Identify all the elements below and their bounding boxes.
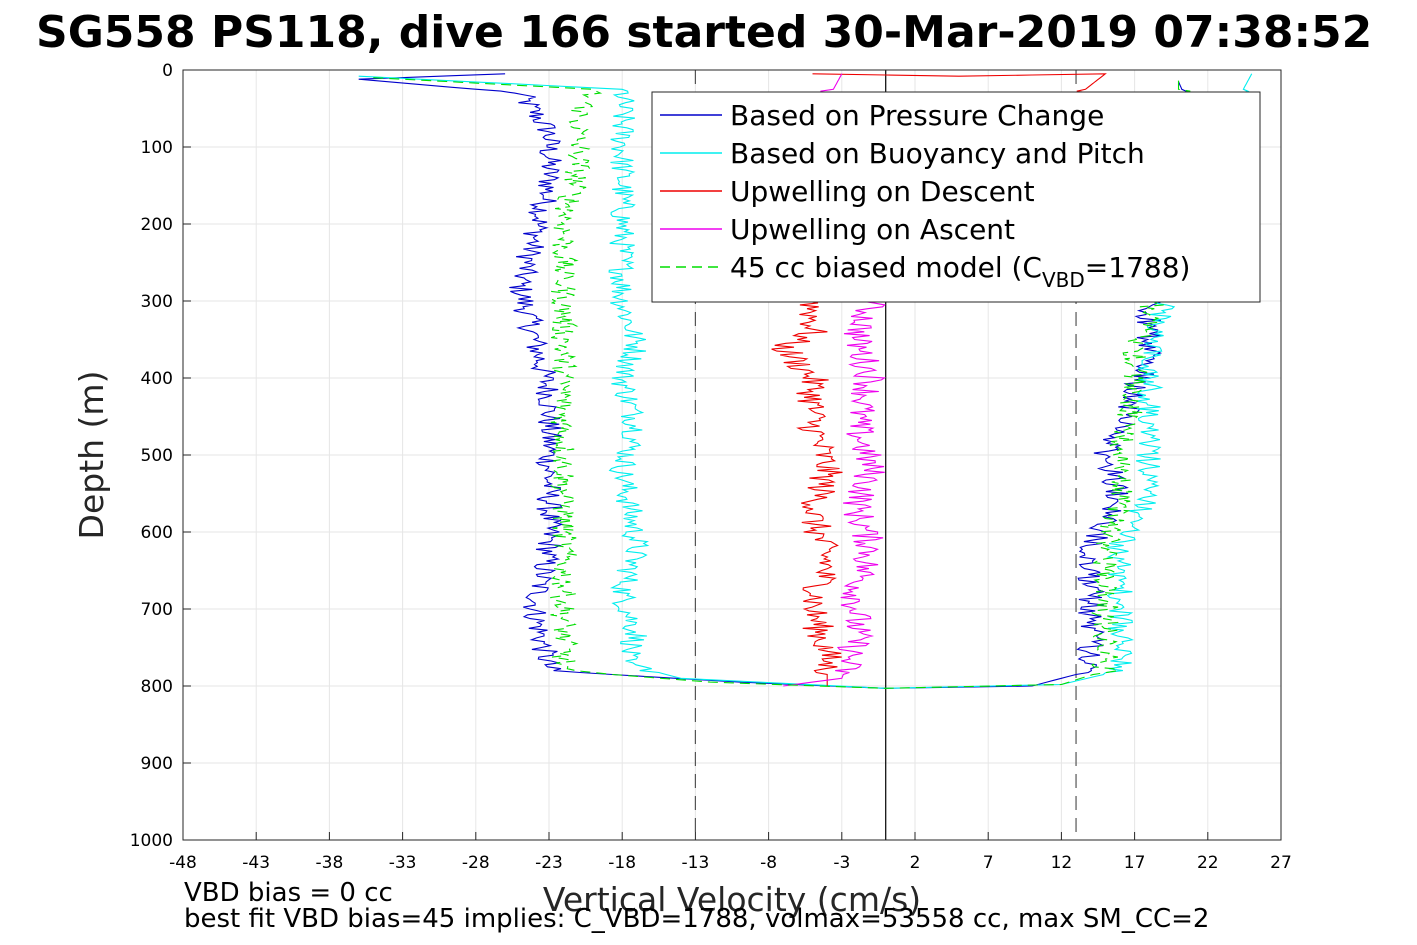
x-tick-label: 22 bbox=[1197, 853, 1219, 873]
y-tick-label: 0 bbox=[162, 61, 173, 81]
x-tick-label: 17 bbox=[1124, 853, 1146, 873]
chart-title: SG558 PS118, dive 166 started 30-Mar-201… bbox=[36, 7, 1372, 58]
x-tick-label: 2 bbox=[910, 853, 921, 873]
footer-line-1: VBD bias = 0 cc bbox=[184, 878, 393, 908]
x-tick-label: -38 bbox=[316, 853, 344, 873]
footer-line-2: best fit VBD bias=45 implies: C_VBD=1788… bbox=[184, 904, 1209, 934]
legend-entries: Based on Pressure Change Based on Buoyanc… bbox=[660, 99, 1190, 292]
y-tick-label: 100 bbox=[141, 138, 173, 158]
y-tick-label: 700 bbox=[141, 600, 173, 620]
x-axis-label: Vertical Velocity (cm/s) bbox=[543, 880, 921, 919]
x-tick-label: -23 bbox=[535, 853, 563, 873]
legend-box bbox=[651, 91, 1261, 303]
y-tick-label: 1000 bbox=[130, 831, 173, 851]
x-tick-label: 12 bbox=[1051, 853, 1073, 873]
legend-label: 45 cc biased model (CVBD=1788) bbox=[730, 251, 1190, 292]
x-tick-label: -13 bbox=[682, 853, 710, 873]
y-ticks: 0 100 200 300 400 500 600 700 800 900 1000 bbox=[130, 61, 191, 851]
legend-label: Upwelling on Ascent bbox=[730, 213, 1015, 246]
x-tick-label: -18 bbox=[608, 853, 636, 873]
y-tick-label: 900 bbox=[141, 754, 173, 774]
y-tick-label: 200 bbox=[141, 215, 173, 235]
legend: Based on Pressure Change Based on Buoyanc… bbox=[651, 91, 1261, 303]
x-tick-label: -8 bbox=[760, 853, 777, 873]
y-tick-label: 400 bbox=[141, 369, 173, 389]
x-tick-label: -43 bbox=[242, 853, 270, 873]
y-tick-label: 300 bbox=[141, 292, 173, 312]
y-tick-label: 800 bbox=[141, 677, 173, 697]
y-tick-label: 600 bbox=[141, 523, 173, 543]
y-tick-label: 500 bbox=[141, 446, 173, 466]
x-tick-label: -33 bbox=[389, 853, 417, 873]
y-axis-label: Depth (m) bbox=[72, 371, 111, 540]
legend-label: Based on Pressure Change bbox=[730, 99, 1104, 132]
legend-label: Upwelling on Descent bbox=[730, 175, 1035, 208]
legend-label: Based on Buoyancy and Pitch bbox=[730, 137, 1145, 170]
x-tick-label: -28 bbox=[462, 853, 490, 873]
x-tick-label: -3 bbox=[833, 853, 850, 873]
x-ticks: -48 -43 -38 -33 -28 -23 -18 -13 -8 -3 2 7 12 17 22 27 bbox=[169, 832, 1292, 873]
x-tick-label: 7 bbox=[983, 853, 994, 873]
x-tick-label: 27 bbox=[1270, 853, 1292, 873]
x-tick-label: -48 bbox=[169, 853, 197, 873]
